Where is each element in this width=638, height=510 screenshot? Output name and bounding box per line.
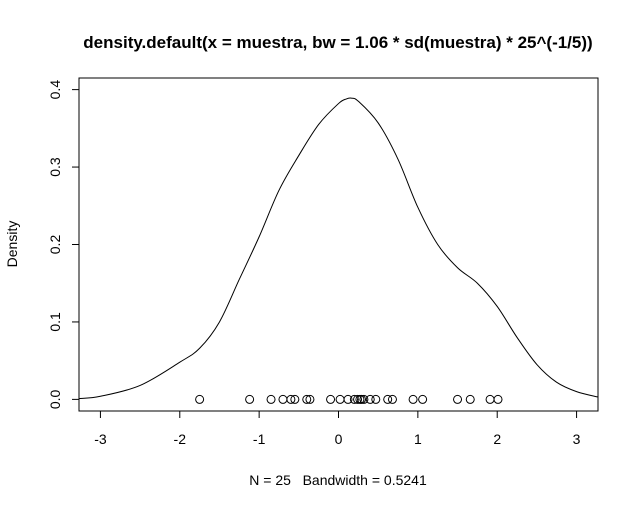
- x-tick-label: 0: [335, 431, 343, 447]
- sample-point: [383, 394, 393, 404]
- x-tick-label: 2: [493, 431, 501, 447]
- x-axis-label: N = 25 Bandwidth = 0.5241: [249, 472, 427, 488]
- sample-point: [266, 394, 276, 404]
- sample-point: [408, 394, 418, 404]
- y-axis: 0.0 0.1 0.2 0.3 0.4: [47, 80, 80, 409]
- sample-point: [290, 394, 300, 404]
- y-axis-label: Density: [4, 221, 20, 268]
- sample-point: [286, 394, 296, 404]
- y-tick-label: 0.3: [47, 157, 63, 177]
- sample-point: [357, 394, 367, 404]
- sample-point: [326, 394, 336, 404]
- x-tick-label: -2: [174, 431, 187, 447]
- sample-points: [195, 394, 503, 404]
- sample-point: [302, 394, 312, 404]
- x-tick-label: 1: [414, 431, 422, 447]
- sample-point: [465, 394, 475, 404]
- x-axis: -3 -2 -1 0 1 2 3: [94, 410, 581, 447]
- sample-point: [418, 394, 428, 404]
- sample-point: [335, 394, 345, 404]
- x-tick-label: -3: [94, 431, 107, 447]
- sample-point: [485, 394, 495, 404]
- y-tick-label: 0.1: [47, 312, 63, 332]
- sample-point: [343, 394, 353, 404]
- sample-point: [493, 394, 503, 404]
- chart-title: density.default(x = muestra, bw = 1.06 *…: [83, 33, 592, 52]
- y-tick-label: 0.4: [47, 80, 63, 100]
- y-tick-label: 0.2: [47, 235, 63, 255]
- sample-point: [453, 394, 463, 404]
- x-tick-label: -1: [253, 431, 266, 447]
- y-tick-label: 0.0: [47, 389, 63, 409]
- sample-point: [245, 394, 255, 404]
- sample-point: [371, 394, 381, 404]
- sample-point: [359, 394, 369, 404]
- sample-point: [353, 394, 363, 404]
- sample-point: [387, 394, 397, 404]
- plot-frame: [78, 77, 599, 412]
- sample-point: [305, 394, 315, 404]
- sample-point: [278, 394, 288, 404]
- sample-point: [365, 394, 375, 404]
- sample-point: [349, 394, 359, 404]
- x-tick-label: 3: [573, 431, 581, 447]
- sample-point: [195, 394, 205, 404]
- density-curve: [78, 97, 599, 400]
